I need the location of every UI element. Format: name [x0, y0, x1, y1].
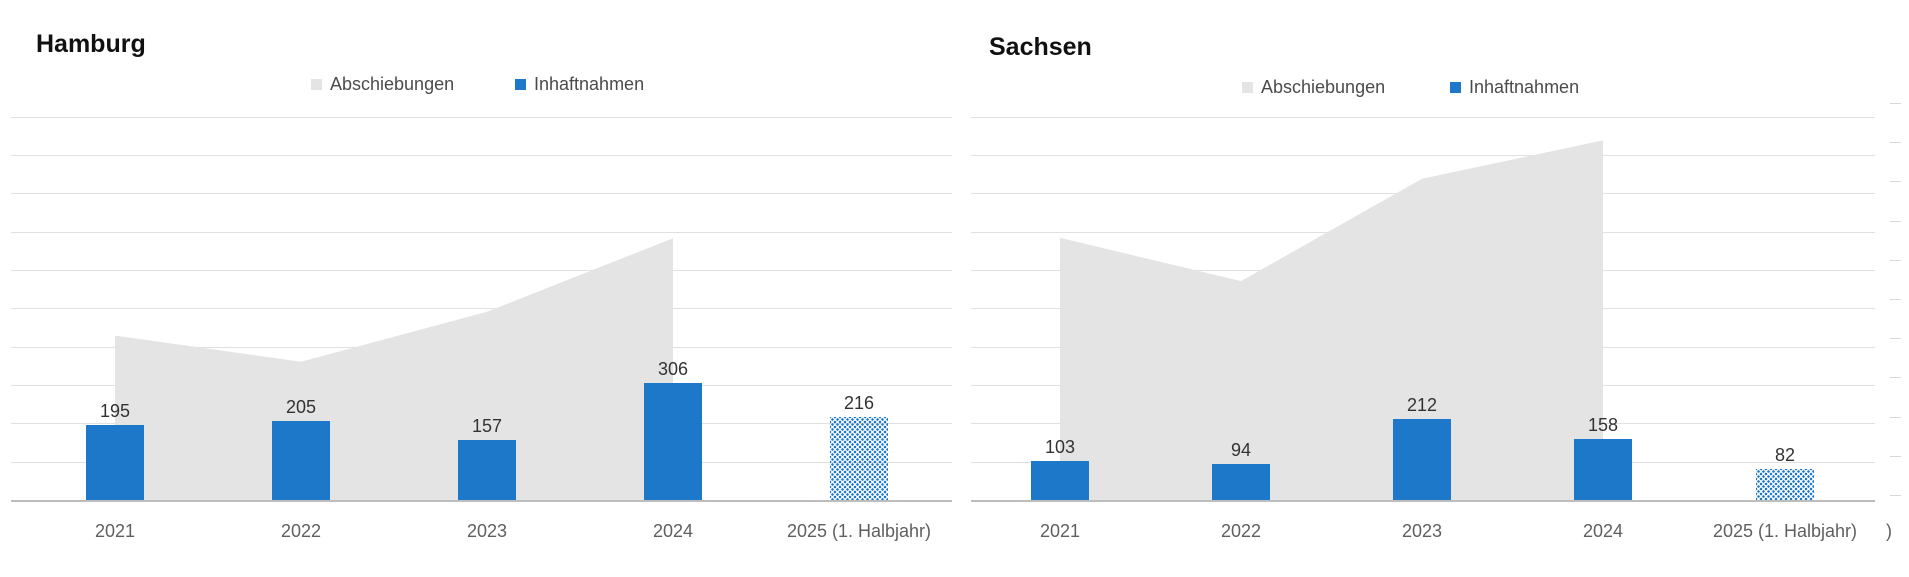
- bar-sachsen-2021[interactable]: [1031, 460, 1089, 500]
- legend-bar-label: Inhaftnahmen: [1469, 77, 1580, 97]
- x-axis-label: 2024: [652, 521, 694, 541]
- bar-sachsen-2022[interactable]: [1212, 464, 1270, 500]
- legend-bar-label: Inhaftnahmen: [534, 74, 645, 94]
- bar-sachsen-2024[interactable]: [1574, 439, 1632, 500]
- clipped-chart-gridline-stub: [1890, 338, 1901, 340]
- clipped-chart-gridline-stub: [1890, 416, 1901, 418]
- chart-title-sachsen: Sachsen: [989, 33, 1092, 61]
- clipped-chart-gridline-stub: [1890, 220, 1901, 222]
- legend-area-swatch: [311, 79, 322, 90]
- gridline-1000: [971, 116, 1875, 118]
- bar-value-label: 103: [1044, 436, 1076, 457]
- area-series-hamburg[interactable]: [11, 117, 952, 503]
- bar-value-label: 216: [843, 393, 875, 414]
- bar-value-label: 94: [1230, 440, 1252, 460]
- gridline-500: [11, 308, 952, 310]
- clipped-chart-label-fragment: ): [1886, 521, 1892, 541]
- bar-hamburg-2021[interactable]: [86, 425, 144, 500]
- x-axis-label: 2022: [280, 521, 322, 541]
- area-polygon: [115, 237, 673, 500]
- legend-area-label: Abschiebungen: [1261, 77, 1386, 97]
- bar-value-label: 158: [1587, 415, 1619, 436]
- gridline-1000: [11, 116, 952, 118]
- area-polygon: [1060, 139, 1603, 500]
- legend-area-swatch: [1242, 82, 1253, 93]
- bar-hamburg-2024[interactable]: [644, 382, 702, 500]
- x-axis-label: 2023: [466, 521, 508, 541]
- gridline-900: [11, 154, 952, 156]
- bar-value-label: 212: [1406, 394, 1438, 415]
- bar-hamburg-2023[interactable]: [458, 439, 516, 500]
- x-axis-label: 2024: [1582, 521, 1624, 541]
- x-axis-line-sachsen: [971, 500, 1875, 502]
- gridline-600: [11, 269, 952, 271]
- clipped-chart-gridline-stub: [1890, 103, 1901, 104]
- clipped-chart-gridline-stub: [1890, 259, 1901, 261]
- clipped-chart-gridline-stub: [1890, 299, 1901, 300]
- gridline-900: [971, 154, 1875, 156]
- area-series-sachsen[interactable]: [971, 117, 1875, 503]
- x-axis-label: 2021: [1039, 521, 1081, 541]
- clipped-chart-gridline-stub: [1890, 495, 1901, 496]
- clipped-chart-gridline-stub: [1890, 181, 1901, 183]
- clipped-chart-gridline-stub: [1890, 377, 1901, 379]
- x-axis-line-hamburg: [11, 500, 952, 502]
- clipped-chart-gridline-stub: [1890, 455, 1901, 457]
- gridline-800: [11, 193, 952, 195]
- clipped-chart-gridline-stub: [1890, 142, 1901, 144]
- bar-sachsen-2023[interactable]: [1393, 418, 1451, 500]
- x-axis-label: 2025 (1. Halbjahr): [786, 521, 932, 541]
- legend-bar-swatch: [1450, 82, 1461, 93]
- x-axis-label: 2023: [1401, 521, 1443, 541]
- x-axis-label: 2021: [94, 521, 136, 541]
- bar-sachsen-2025[interactable]: [1756, 468, 1814, 500]
- bar-value-label: 205: [285, 397, 317, 418]
- bar-value-label: 306: [657, 358, 689, 379]
- x-axis-label: 2022: [1220, 521, 1262, 541]
- legend-area-label: Abschiebungen: [330, 74, 455, 94]
- bar-hamburg-2025[interactable]: [830, 417, 888, 500]
- chart-title-hamburg: Hamburg: [36, 30, 146, 58]
- x-axis-label: 2025 (1. Halbjahr): [1712, 521, 1858, 541]
- bar-value-label: 82: [1774, 444, 1796, 465]
- bar-value-label: 195: [99, 401, 131, 422]
- bar-value-label: 157: [471, 415, 503, 436]
- bar-hamburg-2022[interactable]: [272, 421, 330, 500]
- gridline-700: [11, 231, 952, 233]
- legend-bar-swatch: [515, 79, 526, 90]
